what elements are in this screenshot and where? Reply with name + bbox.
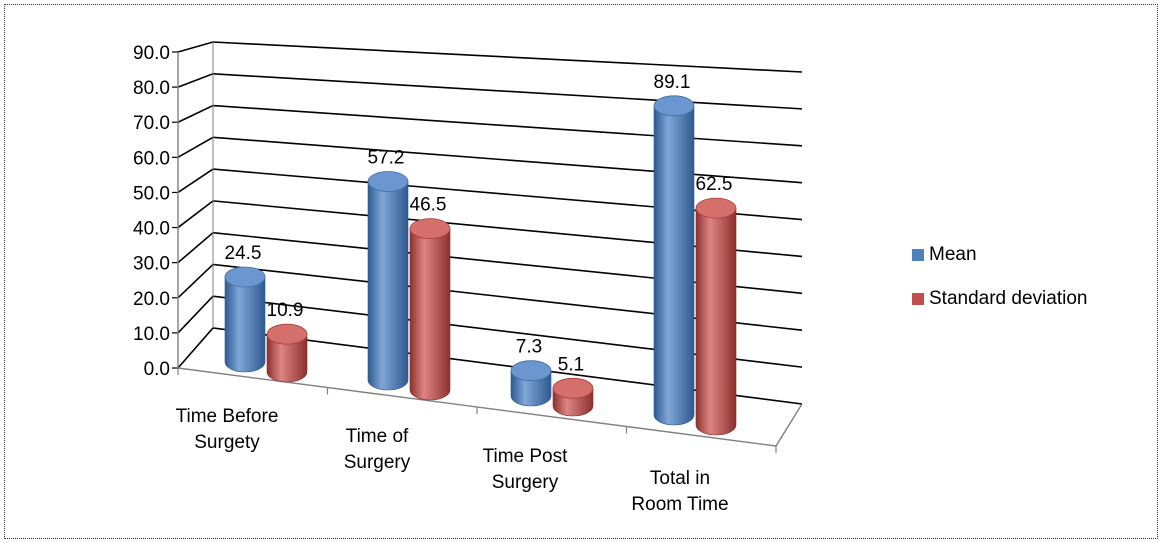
data-label: 24.5	[225, 243, 262, 264]
legend-item-mean: Mean	[912, 242, 1087, 268]
y-tick-label: 60.0	[133, 148, 170, 169]
bar-body	[224, 276, 266, 373]
y-tick-label: 0.0	[144, 359, 170, 380]
category-label: Time of Surgery	[344, 426, 411, 473]
bar-mean	[367, 171, 409, 391]
bar-mean	[224, 266, 266, 373]
data-label: 89.1	[654, 72, 691, 93]
bar-standard-deviation	[266, 323, 308, 383]
legend-swatch-standard-deviation	[912, 293, 924, 305]
category-label: Time Before Surgety	[176, 406, 279, 453]
bar-top	[224, 266, 266, 288]
y-tick-label: 10.0	[133, 324, 170, 345]
bar-standard-deviation	[695, 197, 737, 436]
category-label: Time Post Surgery	[483, 446, 569, 493]
bar-standard-deviation	[552, 377, 594, 417]
floor-right-edge	[775, 403, 803, 447]
data-label: 7.3	[516, 337, 542, 358]
y-tick-label: 90.0	[133, 43, 170, 64]
legend-label-mean: Mean	[929, 244, 977, 265]
data-label: 46.5	[410, 195, 447, 216]
bar-top	[695, 197, 737, 219]
gridline	[177, 104, 803, 147]
chart-frame	[4, 4, 1158, 539]
bar-body	[653, 105, 695, 426]
y-tick-label: 80.0	[133, 78, 170, 99]
bar-mean	[510, 360, 552, 407]
bar-body	[367, 181, 409, 391]
data-label: 5.1	[558, 354, 584, 375]
gridline	[177, 72, 803, 110]
bar-top	[552, 377, 594, 399]
legend: Mean Standard deviation	[912, 242, 1087, 330]
bar-standard-deviation	[409, 218, 451, 401]
gridline	[177, 41, 803, 73]
bar-top	[409, 218, 451, 240]
bar-mean	[653, 95, 695, 426]
y-tick-label: 50.0	[133, 183, 170, 204]
y-tick-label: 40.0	[133, 219, 170, 240]
data-label: 62.5	[696, 174, 733, 195]
bar-top	[266, 323, 308, 345]
bar-body	[695, 207, 737, 436]
bar-top	[653, 95, 695, 117]
bar-top	[367, 171, 409, 192]
legend-swatch-mean	[912, 249, 924, 261]
bar-body	[266, 333, 308, 383]
bars	[224, 95, 737, 436]
legend-item-standard-deviation: Standard deviation	[912, 286, 1087, 312]
labels: 0.0 10.0 20.0 30.0 40.0 50.0 60.0 70.0 80.0 90.0 2…	[133, 43, 732, 515]
category-label: Total in Room Time	[631, 468, 728, 515]
legend-label-standard-deviation: Standard deviation	[929, 288, 1088, 309]
y-tick-label: 70.0	[133, 113, 170, 134]
data-label: 57.2	[368, 148, 405, 169]
bar-body	[409, 228, 451, 401]
bar-top	[510, 360, 552, 382]
y-tick-label: 30.0	[133, 254, 170, 275]
data-label: 10.9	[267, 300, 304, 321]
y-tick-label: 20.0	[133, 289, 170, 310]
